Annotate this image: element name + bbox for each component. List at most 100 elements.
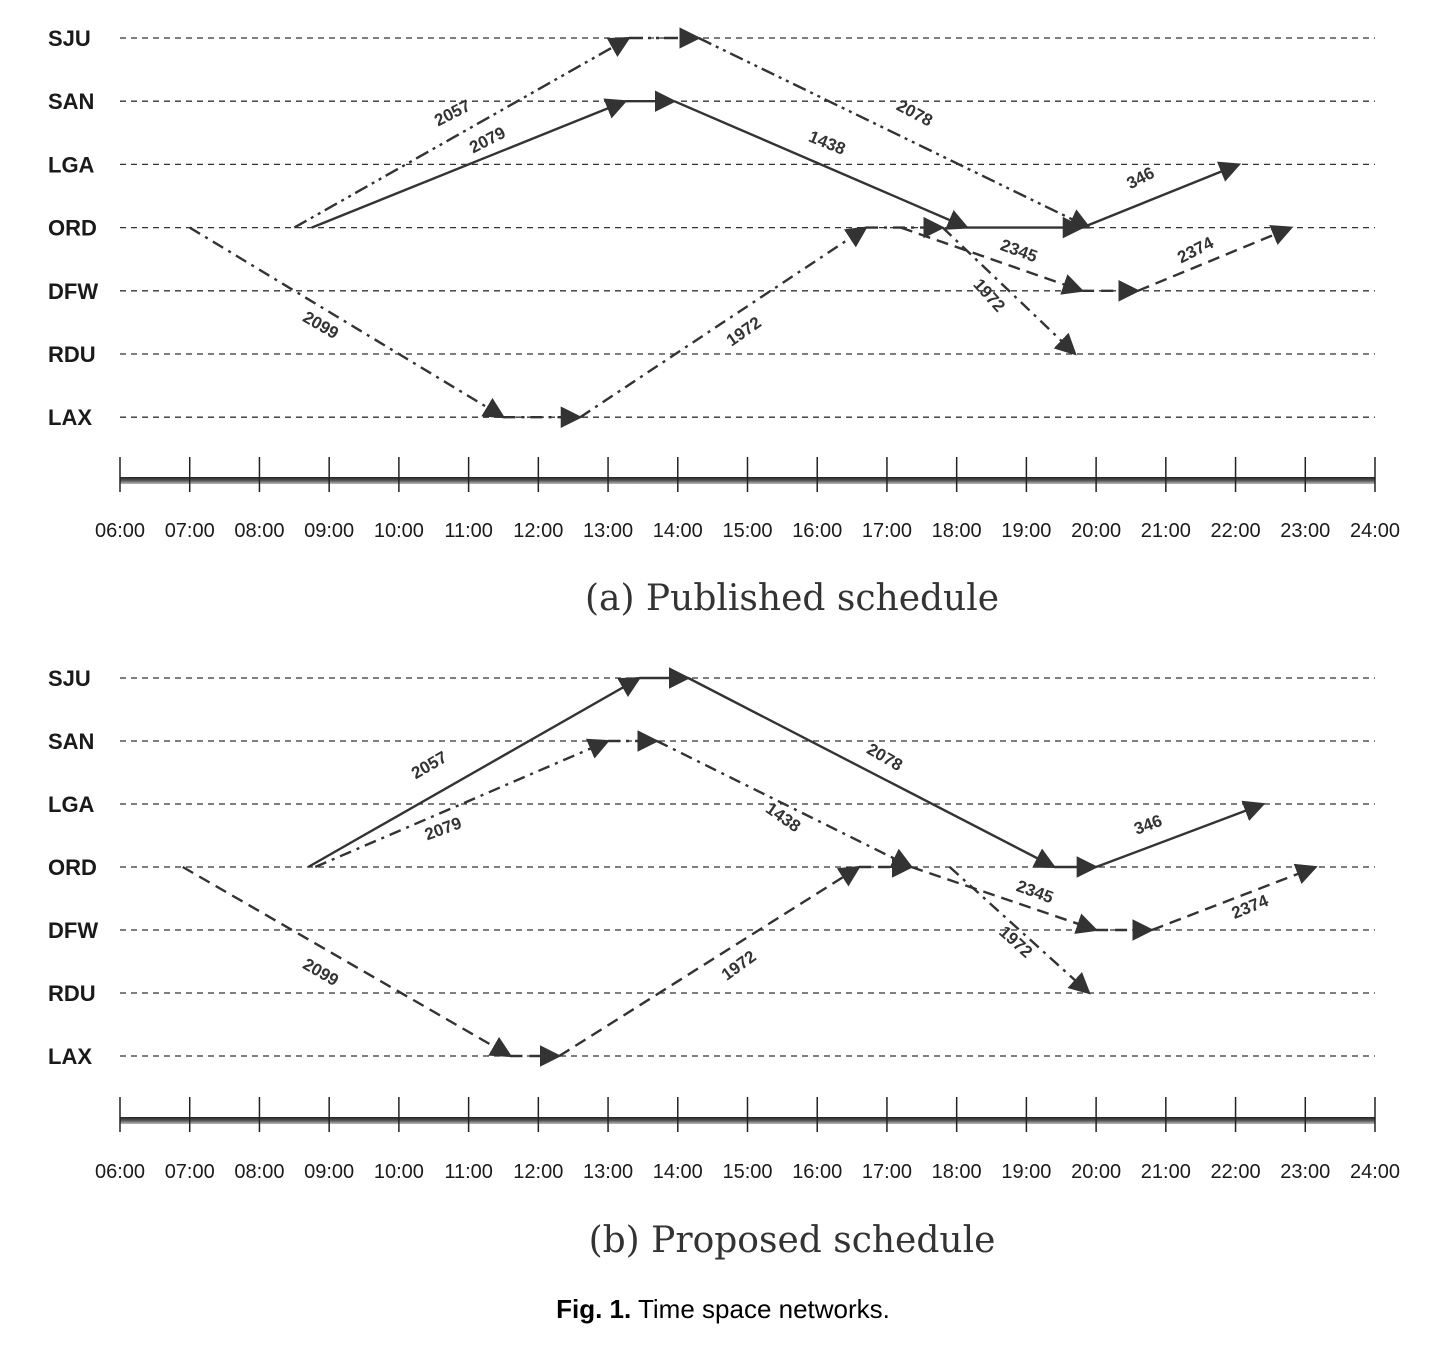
tick-label: 07:00 (165, 1161, 215, 1183)
flight-number-label: 2078 (864, 740, 906, 775)
flight-leg (698, 36, 1092, 229)
flight-leg (182, 865, 513, 1058)
tick-label: 08:00 (234, 1161, 284, 1183)
airport-label-san: SAN (48, 729, 94, 754)
tick-label: 21:00 (1141, 1161, 1191, 1183)
time-axis (119, 457, 1376, 492)
flight-leg (293, 36, 631, 229)
tick-label: 19:00 (1001, 1161, 1051, 1183)
airport-label-dfw: DFW (48, 918, 98, 943)
flight-number-label: 346 (1124, 163, 1158, 193)
tick-label: 09:00 (304, 520, 354, 542)
airport-labels: SJU SAN LGA ORD DFW RDU LAX (48, 666, 98, 1069)
flight-number-label: 1972 (969, 275, 1008, 316)
flight-leg (558, 865, 861, 1058)
flight-2079 (314, 730, 914, 869)
tick-label: 18:00 (932, 1161, 982, 1183)
flight-paths (182, 667, 1318, 1067)
tick-label: 06:00 (95, 1161, 145, 1183)
tick-label: 14:00 (653, 1161, 703, 1183)
flight-leg (579, 226, 868, 419)
figure-caption: Fig. 1. Time space networks. (0, 1294, 1446, 1325)
tick-label: 14:00 (653, 520, 703, 542)
time-tick-labels: 06:00 07:00 08:00 09:00 10:00 11:00 12:00 13:00… (95, 1161, 1400, 1183)
tick-label: 10:00 (374, 520, 424, 542)
figure-caption-prefix: Fig. 1. (556, 1294, 632, 1324)
airport-label-san: SAN (48, 89, 94, 114)
flight-leg (1081, 161, 1242, 229)
airport-gridlines (120, 37, 1375, 418)
tick-label: 15:00 (722, 1161, 772, 1183)
flight-number-label: 2057 (408, 748, 450, 783)
figure-caption-text: Time space networks. (637, 1294, 890, 1324)
flight-2057 (293, 27, 1092, 229)
tick-label: 16:00 (792, 1161, 842, 1183)
tick-label: 11:00 (444, 520, 493, 542)
airport-label-rdu: RDU (48, 342, 96, 367)
flight-leg (656, 739, 914, 869)
airport-label-lga: LGA (48, 152, 95, 177)
tick-label: 11:00 (444, 1161, 493, 1183)
proposed-schedule-panel: SJU SAN LGA ORD DFW RDU LAX 06:00 07:00 08:00 09:… (48, 666, 1400, 1261)
airport-label-sju: SJU (48, 666, 91, 691)
flight-number-label: 2345 (1014, 876, 1056, 907)
tick-label: 17:00 (862, 1161, 912, 1183)
flight-2099 (182, 856, 1318, 1067)
tick-label: 24:00 (1350, 520, 1400, 542)
flight-number-label: 1972 (995, 922, 1036, 961)
airport-gridlines (120, 677, 1375, 1057)
flight-leg (900, 226, 1085, 295)
time-space-network-figure: SJU SAN LGA ORD DFW RDU LAX 06:00 07:00 08:00 09:… (48, 26, 1400, 1261)
tick-label: 13:00 (583, 520, 633, 542)
tick-label: 08:00 (234, 520, 284, 542)
tick-label: 09:00 (304, 1161, 354, 1183)
tick-label: 22:00 (1211, 1161, 1261, 1183)
flight-leg (948, 866, 1091, 995)
tick-label: 20:00 (1071, 1161, 1121, 1183)
time-tick-labels: 06:00 07:00 08:00 09:00 10:00 11:00 12:00 13:00… (95, 520, 1400, 542)
flight-2057 (307, 667, 1266, 878)
flight-number-label: 346 (1132, 811, 1165, 839)
tick-label: 23:00 (1280, 1161, 1330, 1183)
tick-label: 15:00 (722, 520, 772, 542)
tick-label: 10:00 (374, 1161, 424, 1183)
flight-leg (311, 98, 628, 229)
tick-label: 16:00 (792, 520, 842, 542)
tick-label: 13:00 (583, 1161, 633, 1183)
panel-caption-proposed: (b) Proposed schedule (589, 1220, 996, 1261)
airport-label-ord: ORD (48, 855, 97, 880)
flight-leg (687, 676, 1057, 869)
flight-number-label: 1972 (723, 313, 765, 350)
flight-number-label: 2079 (422, 813, 464, 844)
time-axis (119, 1097, 1376, 1132)
tick-label: 17:00 (862, 520, 912, 542)
tick-label: 21:00 (1141, 520, 1191, 542)
flight-leg (910, 865, 1099, 934)
flight-2079 (311, 90, 1242, 239)
tick-label: 24:00 (1350, 1161, 1400, 1183)
airport-labels: SJU SAN LGA ORD DFW RDU LAX (48, 26, 98, 430)
airport-label-dfw: DFW (48, 279, 98, 304)
flight-number-label: 2099 (300, 955, 342, 990)
tick-label: 20:00 (1071, 520, 1121, 542)
tick-label: 18:00 (932, 520, 982, 542)
tick-label: 19:00 (1001, 520, 1051, 542)
flight-leg (1151, 863, 1318, 932)
tick-label: 12:00 (513, 1161, 563, 1183)
airport-label-lax: LAX (48, 1044, 92, 1069)
flight-number-label: 2374 (1229, 891, 1272, 923)
flight-leg (1137, 225, 1294, 292)
tick-label: 07:00 (165, 520, 215, 542)
flight-2345 (900, 225, 1294, 302)
tick-label: 22:00 (1211, 520, 1261, 542)
flight-1972 (948, 866, 1091, 995)
tick-label: 12:00 (513, 520, 563, 542)
airport-label-sju: SJU (48, 26, 91, 51)
published-schedule-panel: SJU SAN LGA ORD DFW RDU LAX 06:00 07:00 08:00 09:… (48, 26, 1400, 619)
airport-label-rdu: RDU (48, 981, 96, 1006)
flight-leg (189, 226, 506, 419)
airport-label-lax: LAX (48, 405, 92, 430)
tick-label: 23:00 (1280, 520, 1330, 542)
panel-caption-published: (a) Published schedule (585, 578, 999, 619)
